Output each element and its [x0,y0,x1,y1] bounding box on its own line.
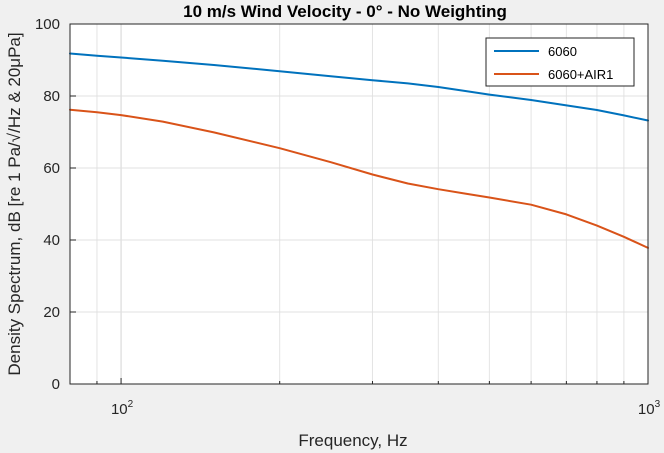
y-tick-label: 40 [43,232,60,249]
y-tick-label: 20 [43,304,60,321]
y-tick-label: 80 [43,88,60,105]
series-line-6060-air1 [69,108,649,249]
legend-box [485,37,635,87]
y-axis-label: Density Spectrum, dB [re 1 Pa/√/Hz & 20μ… [5,32,24,375]
x-axis-label: Frequency, Hz [298,431,407,450]
tick-marks [69,23,649,385]
x-tick-label: 103 [638,399,661,418]
legend[interactable]: 6060 6060+AIR1 [485,37,635,87]
legend-label-6060: 6060 [548,44,577,59]
legend-label-6060-air1: 6060+AIR1 [548,67,613,82]
x-tick-labels: 102 103 [111,399,661,418]
chart-title: 10 m/s Wind Velocity - 0° - No Weighting [183,2,507,21]
plot-frame [69,23,649,385]
x-tick-label: 102 [111,399,134,418]
y-tick-labels: 0 20 40 60 80 100 [35,16,60,393]
y-tick-label: 60 [43,160,60,177]
series-line-6060 [69,52,649,122]
y-tick-label: 100 [35,16,60,33]
y-tick-label: 0 [52,376,60,393]
series-lines [69,52,649,249]
